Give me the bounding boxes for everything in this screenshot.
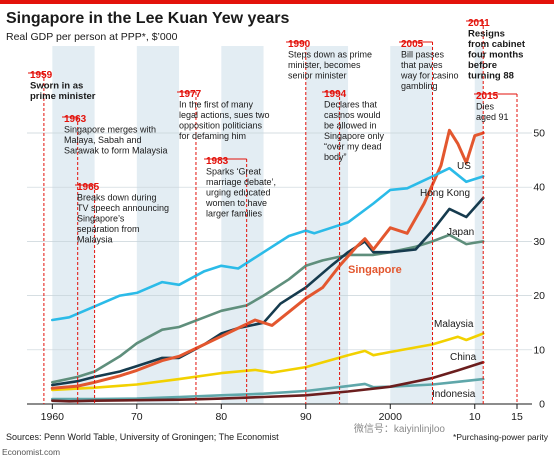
economist-red-bar (0, 0, 554, 4)
annotation-text-1994-5: body” (324, 152, 347, 162)
series-label-us: US (457, 161, 471, 172)
shaded-band-1 (136, 46, 180, 404)
x-axis: 1960 70 80 90 2000 10 15 (27, 403, 532, 423)
y-tick-40: 40 (533, 182, 545, 194)
annotation-year-2015: 2015 (476, 91, 499, 102)
series-line-japan (50, 233, 485, 384)
annotation-year-1983: 1983 (206, 156, 229, 167)
annotation-text-1994-1: casinos would (324, 110, 381, 120)
x-tick-10: 10 (469, 411, 481, 423)
series-label-indonesia: Indonesia (432, 389, 476, 400)
annotation-text-2011-2: four months (468, 50, 523, 61)
shaded-band-2 (221, 46, 264, 404)
annotation-text-1983-2: urging educated (206, 188, 271, 198)
annotation-year-1959: 1959 (30, 70, 53, 81)
chart-title: Singapore in the Lee Kuan Yew years (6, 10, 289, 27)
annotation-text-2005-2: way for casino (400, 71, 459, 81)
annotation-text-1965-2: Singapore’s (77, 214, 125, 224)
annotation-text-1965-4: Malaysia (77, 235, 113, 245)
annotation-year-2011: 2011 (468, 18, 490, 29)
annotation-text-1959-0: Sworn in as (30, 81, 83, 92)
annotation-text-1983-3: women to have (205, 198, 267, 208)
annotation-text-1977-3: for defaming him (179, 131, 246, 141)
source-note: Sources: Penn World Table, University of… (6, 432, 279, 442)
annotation-text-1994-2: be allowed in (324, 121, 377, 131)
brand-mark: Economist.com (2, 447, 60, 457)
series-lines (50, 128, 485, 403)
y-tick-0: 0 (539, 399, 545, 411)
annotation-text-1983-1: marriage debate’, (206, 177, 276, 187)
y-axis-tick-labels: 0 10 20 30 40 50 (533, 128, 545, 411)
annotation-text-1994-3: Singapore only (324, 131, 385, 141)
annotation-text-2005-0: Bill passes (401, 50, 445, 60)
series-label-china: China (450, 352, 477, 363)
y-tick-20: 20 (533, 290, 545, 302)
annotation-text-2005-3: gambling (401, 81, 438, 91)
annotation-text-1977-1: legal actions, sues two (179, 110, 270, 120)
annotation-text-2011-0: Resigns (468, 29, 505, 40)
annotation-text-1963-0: Singapore merges with (64, 125, 156, 135)
annotation-year-2005: 2005 (401, 39, 424, 50)
y-tick-30: 30 (533, 236, 545, 248)
annotation-text-1990-1: minister, becomes (288, 60, 361, 70)
wechat-watermark: 微信号：kaiyinlinjloo (354, 422, 446, 435)
series-line-singapore (50, 128, 485, 390)
series-label-japan: Japan (447, 227, 474, 238)
annotation-text-2011-3: before (468, 60, 497, 71)
shaded-band-5 (474, 46, 484, 404)
annotation-text-1959-1: prime minister (30, 91, 96, 102)
chart-subtitle: Real GDP per person at PPP*, $’000 (6, 31, 178, 43)
annotation-text-1965-3: separation from (77, 224, 140, 234)
series-line-indonesia (50, 377, 485, 401)
annotation-text-1990-0: Steps down as prime (288, 50, 372, 60)
annotation-year-1977: 1977 (179, 89, 202, 100)
annotation-text-2005-1: that paves (401, 60, 443, 70)
series-line-hong_kong (50, 196, 485, 387)
annotation-text-1994-0: Declares that (324, 100, 378, 110)
annotation-text-1963-1: Malaya, Sabah and (64, 135, 142, 145)
annotation-text-2015-0: Dies (476, 102, 495, 112)
annotation-year-1990: 1990 (288, 39, 311, 50)
x-tick-15: 15 (511, 411, 523, 423)
series-line-malaysia (50, 332, 485, 392)
series-line-china (50, 360, 485, 403)
footnote: *Purchasing-power parity (453, 432, 549, 442)
annotation-text-1977-0: In the first of many (179, 100, 254, 110)
annotation-text-2015-1: aged 91 (476, 112, 509, 122)
annotation-text-1994-4: “over my dead (324, 142, 382, 152)
y-tick-10: 10 (533, 344, 545, 356)
series-label-singapore: Singapore (348, 264, 402, 276)
series-label-hong_kong: Hong Kong (420, 188, 470, 199)
annotation-text-1965-0: Breaks down during (77, 193, 157, 203)
annotation-text-1990-2: senior minister (288, 71, 347, 81)
x-tick-80: 80 (215, 411, 227, 423)
x-tick-2000: 2000 (379, 411, 403, 423)
annotation-text-1963-2: Sarawak to form Malaysia (64, 146, 168, 156)
y-tick-50: 50 (533, 128, 545, 140)
annotation-text-1983-4: larger families (206, 209, 263, 219)
annotation-year-1965: 1965 (77, 182, 100, 193)
annotation-text-2011-4: turning 88 (468, 71, 514, 82)
series-label-malaysia: Malaysia (434, 319, 474, 330)
annotation-text-1977-2: opposition politicians (179, 121, 263, 131)
series-line-us (50, 166, 485, 322)
annotation-year-1963: 1963 (64, 114, 87, 125)
annotation-text-1983-0: Sparks ‘Great (206, 167, 262, 177)
series-labels: US Hong Kong Japan Singapore Malaysia China In… (348, 161, 477, 400)
x-tick-70: 70 (131, 411, 143, 423)
shaded-band-0 (52, 46, 95, 404)
annotation-year-1994: 1994 (324, 89, 347, 100)
x-tick-90: 90 (300, 411, 312, 423)
annotation-text-2011-1: from cabinet (468, 39, 526, 50)
annotation-text-1965-1: TV speech announcing (77, 203, 169, 213)
x-tick-1960: 1960 (41, 411, 65, 423)
